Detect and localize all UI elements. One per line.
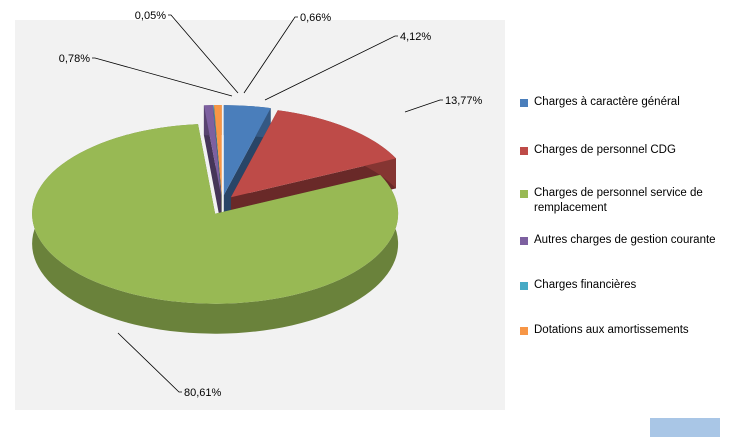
legend-label: Charges à caractère général (534, 95, 680, 110)
data-label: 0,78% (59, 53, 90, 65)
legend-swatch (520, 99, 528, 107)
data-label: 0,05% (135, 10, 166, 22)
legend-swatch (520, 190, 528, 198)
legend-label: Charges de personnel service de remplace… (534, 186, 730, 216)
legend-item: Charges à caractère général (520, 95, 730, 110)
legend: Charges à caractère général Charges de pe… (520, 0, 732, 437)
legend-label: Dotations aux amortissements (534, 323, 689, 338)
data-label: 13,77% (445, 95, 483, 107)
legend-label: Autres charges de gestion courante (534, 233, 716, 248)
legend-item: Dotations aux amortissements (520, 323, 730, 338)
page: 4,12% 13,77% 80,61% 0,78% 0,05% 0,66% Charges… (0, 0, 732, 437)
legend-label: Charges de personnel CDG (534, 143, 676, 158)
legend-label: Charges financières (534, 278, 636, 293)
legend-item: Charges de personnel CDG (520, 143, 730, 158)
data-label: 4,12% (400, 31, 431, 43)
legend-item: Charges de personnel service de remplace… (520, 186, 730, 216)
legend-swatch (520, 147, 528, 155)
legend-swatch (520, 237, 528, 245)
legend-item: Autres charges de gestion courante (520, 233, 730, 248)
data-label: 0,66% (300, 12, 331, 24)
legend-item: Charges financières (520, 278, 730, 293)
legend-swatch (520, 282, 528, 290)
legend-swatch (520, 327, 528, 335)
data-label: 80,61% (184, 387, 222, 399)
